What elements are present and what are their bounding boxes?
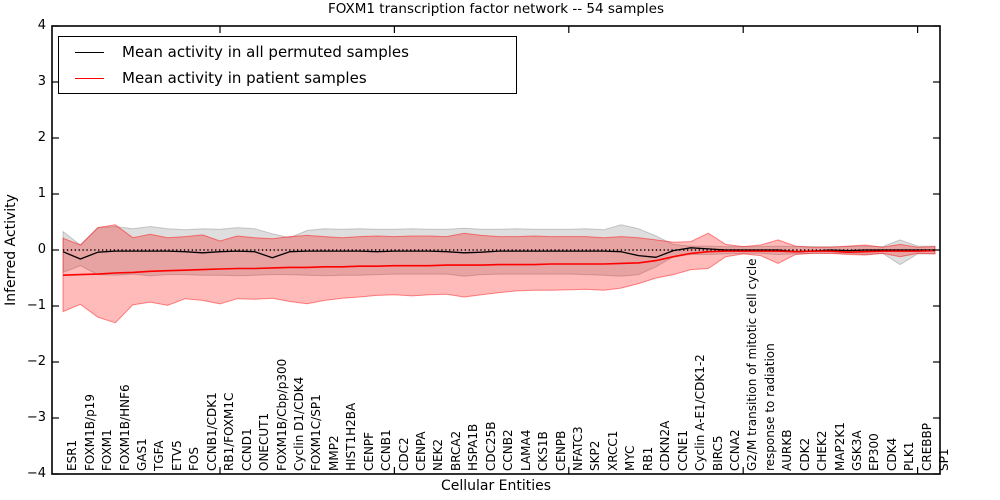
- x-category-label: CCNB1/CDK1: [204, 392, 219, 471]
- x-category-label: CENPF: [361, 431, 376, 471]
- x-category-label: FOXM1B/HNF6: [117, 384, 132, 471]
- legend: Mean activity in all permuted samples Me…: [58, 36, 517, 94]
- x-category-label: SP1: [937, 448, 952, 472]
- x-category-label: GSK3A: [850, 430, 864, 471]
- x-category-label: ONECUT1: [257, 412, 271, 471]
- x-category-label: MAP2K1: [832, 422, 847, 471]
- x-category-label: FOXM1B/p19: [82, 394, 97, 471]
- x-axis-label: Cellular Entities: [440, 478, 552, 494]
- legend-entry-permuted: Mean activity in all permuted samples: [75, 42, 516, 62]
- x-category-label: CCNB2: [501, 429, 516, 471]
- x-category-label: BIRC5: [710, 435, 725, 471]
- x-category-label: TGFA: [152, 440, 167, 471]
- legend-label-permuted: Mean activity in all permuted samples: [122, 43, 409, 61]
- y-tick-label: 0: [37, 242, 46, 257]
- x-category-label: CENPA: [414, 431, 428, 471]
- x-category-label: CREBBP: [919, 423, 934, 471]
- x-category-label: HIST1H2BA: [344, 402, 359, 471]
- x-category-label: MYC: [623, 445, 638, 471]
- x-category-label: RB1/FOXM1C: [222, 392, 237, 471]
- x-category-label: FOXM1C/SP1: [309, 394, 324, 471]
- y-tick-label: −2: [26, 354, 46, 369]
- x-category-label: CHEK2: [815, 430, 830, 472]
- x-category-label: CENPB: [553, 430, 568, 471]
- y-tick-label: −1: [26, 298, 46, 313]
- x-category-label: HSPA1B: [466, 423, 481, 471]
- x-category-label: AURKB: [780, 429, 795, 471]
- y-tick-label: −3: [26, 410, 46, 425]
- x-category-label: FOS: [187, 447, 202, 471]
- x-category-label: FOXM1B/Cbp/p300: [274, 358, 289, 471]
- x-category-label: response to radiation: [762, 343, 777, 471]
- band-patient: [62, 224, 936, 324]
- x-category-label: CCNE1: [675, 430, 690, 471]
- x-category-label: G2/M transition of mitotic cell cycle: [745, 258, 760, 471]
- x-category-label: ETV5: [169, 440, 184, 471]
- y-tick-label: 4: [37, 18, 46, 33]
- x-category-label: CKS1B: [536, 431, 551, 471]
- x-category-label: NFATC3: [571, 426, 585, 471]
- x-category-label: XRCC1: [605, 430, 620, 471]
- x-category-label: RB1: [640, 446, 655, 471]
- x-category-label: CDK4: [884, 437, 899, 471]
- x-category-label: LAMA4: [518, 429, 533, 471]
- legend-entry-patient: Mean activity in patient samples: [75, 68, 516, 88]
- x-category-label: CCNA2: [727, 429, 742, 471]
- y-tick-label: −4: [26, 466, 46, 481]
- x-category-label: Cyclin A-E1/CDK1-2: [693, 354, 707, 471]
- x-category-label: SKP2: [588, 440, 603, 471]
- x-category-label: CDKN2A: [658, 420, 673, 471]
- x-category-label: CDC2: [396, 437, 411, 471]
- chart-title: FOXM1 transcription factor network -- 54…: [327, 1, 665, 17]
- x-category-label: ESR1: [65, 439, 80, 471]
- x-category-label: CCNB1: [379, 429, 394, 471]
- series-line-patient: [62, 249, 936, 276]
- legend-line-sample-permuted: [75, 51, 104, 53]
- x-category-label: Cyclin D1/CDK4: [291, 376, 306, 471]
- x-category-label: CCND1: [239, 428, 254, 471]
- x-category-label: CDK2: [797, 437, 812, 471]
- legend-label-patient: Mean activity in patient samples: [122, 69, 367, 87]
- x-category-label: CDC25B: [483, 421, 498, 472]
- y-tick-label: 2: [37, 130, 46, 145]
- x-category-label: NEK2: [431, 438, 446, 471]
- x-category-label: BRCA2: [448, 430, 463, 471]
- x-category-label: MMP2: [326, 435, 341, 471]
- x-category-label: GAS1: [135, 438, 149, 471]
- y-tick-label: 1: [37, 186, 46, 201]
- x-category-label: PLK1: [902, 441, 917, 471]
- x-category-label: EP300: [867, 433, 882, 471]
- y-tick-label: 3: [37, 74, 46, 89]
- x-category-label: FOXM1: [100, 429, 115, 471]
- legend-line-sample-patient: [75, 77, 104, 79]
